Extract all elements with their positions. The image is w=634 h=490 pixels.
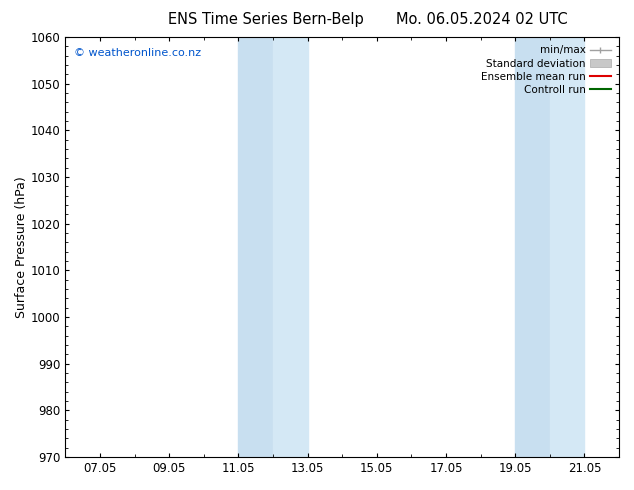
Bar [515, 37, 550, 457]
Text: © weatheronline.co.nz: © weatheronline.co.nz [74, 48, 201, 58]
Text: ENS Time Series Bern-Belp: ENS Time Series Bern-Belp [169, 12, 364, 27]
Bar [238, 37, 273, 457]
Bar [273, 37, 307, 457]
Legend: min/max, Standard deviation, Ensemble mean run, Controll run: min/max, Standard deviation, Ensemble me… [478, 42, 614, 98]
Y-axis label: Surface Pressure (hPa): Surface Pressure (hPa) [15, 176, 28, 318]
Text: Mo. 06.05.2024 02 UTC: Mo. 06.05.2024 02 UTC [396, 12, 567, 27]
Bar [550, 37, 585, 457]
